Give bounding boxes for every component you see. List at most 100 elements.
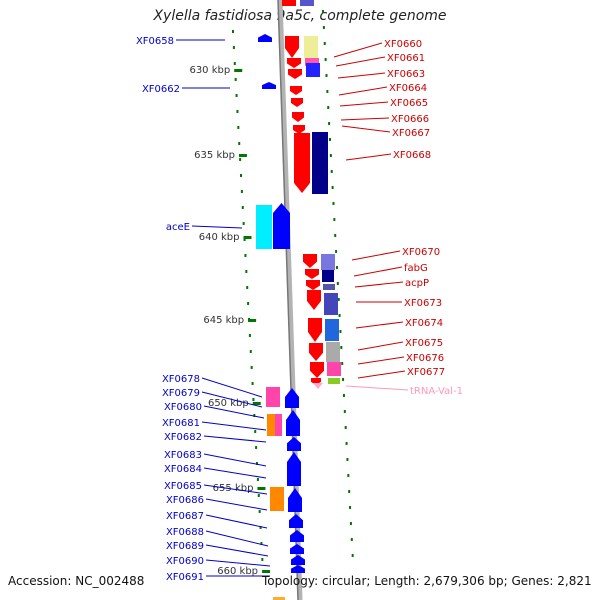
label-leader-line — [345, 153, 392, 161]
label-leader-line — [351, 250, 401, 261]
forward-gene — [292, 112, 304, 122]
left-gene-label: XF0680 — [164, 402, 202, 413]
label-leader-line — [345, 385, 409, 391]
label-leader-line — [205, 530, 269, 547]
domain-box — [270, 487, 284, 511]
guide-dot — [240, 190, 243, 193]
guide-dot — [241, 206, 244, 209]
guide-dot — [341, 362, 344, 365]
reverse-gene — [291, 565, 305, 573]
guide-dot — [254, 430, 257, 433]
left-gene-label: XF0690 — [166, 556, 204, 567]
guide-dot — [336, 282, 339, 285]
guide-dot — [245, 270, 248, 273]
right-gene-label: tRNA-Val-1 — [410, 386, 463, 397]
forward-gene — [293, 125, 305, 134]
right-gene-label: XF0660 — [384, 39, 422, 50]
right-gene-label: XF0674 — [405, 318, 443, 329]
guide-dot — [331, 186, 334, 189]
reverse-gene — [289, 514, 303, 528]
guide-dot — [247, 302, 250, 305]
scale-tick — [243, 236, 252, 239]
label-leader-line — [355, 321, 404, 329]
left-gene-label: XF0679 — [162, 388, 200, 399]
forward-gene — [303, 254, 317, 268]
label-leader-line — [340, 117, 390, 121]
reverse-gene — [262, 82, 276, 89]
label-leader-line — [203, 405, 265, 419]
reverse-gene — [285, 388, 299, 408]
guide-dot — [324, 58, 327, 61]
right-gene-label: XF0668 — [393, 150, 431, 161]
label-leader-line — [201, 391, 263, 408]
guide-dot — [347, 474, 350, 477]
guide-dot — [251, 382, 254, 385]
left-gene-label: XF0662 — [142, 84, 180, 95]
label-leader-line — [203, 467, 267, 479]
left-gene-label: XF0683 — [164, 450, 202, 461]
domain-box — [327, 362, 341, 376]
scale-tick — [262, 570, 271, 573]
guide-dot — [256, 462, 258, 465]
forward-gene — [307, 290, 321, 310]
scale-tick — [248, 319, 257, 322]
guide-dot — [233, 62, 236, 65]
guide-dot — [340, 346, 343, 349]
guide-dot — [349, 506, 352, 509]
forward-gene — [288, 69, 302, 79]
left-gene-label: XF0658 — [136, 36, 174, 47]
label-leader-line — [201, 421, 267, 431]
domain-box — [323, 284, 335, 290]
guide-dot — [246, 286, 249, 289]
guide-dot — [237, 126, 240, 129]
guide-dot — [259, 526, 262, 529]
left-gene-label: aceE — [166, 222, 190, 233]
guide-dot — [334, 234, 337, 237]
label-leader-line — [353, 266, 403, 277]
right-gene-label: XF0664 — [389, 83, 427, 94]
scale-label: 635 kbp — [194, 150, 235, 161]
scale-label: 650 kbp — [208, 398, 249, 409]
left-gene-label: XF0678 — [162, 374, 200, 385]
guide-dot — [349, 522, 352, 525]
label-leader-line — [337, 72, 386, 79]
domain-box — [326, 342, 340, 362]
guide-dot — [335, 266, 338, 269]
label-leader-line — [205, 559, 271, 567]
forward-gene — [309, 343, 323, 361]
guide-dot — [350, 538, 353, 541]
guide-dot — [240, 174, 242, 177]
guide-dot — [332, 202, 335, 205]
guide-dot — [342, 394, 345, 397]
guide-dot — [239, 158, 242, 161]
right-gene-label: XF0673 — [404, 298, 442, 309]
left-gene-label: XF0686 — [166, 495, 204, 506]
forward-gene — [294, 133, 310, 193]
guide-dot — [235, 94, 238, 97]
right-gene-label: XF0675 — [405, 338, 443, 349]
domain-box — [306, 63, 320, 77]
right-gene-label: XF0661 — [387, 53, 425, 64]
map-title: Xylella fastidiosa 9a5c, complete genome — [153, 8, 447, 24]
guide-dot — [345, 442, 348, 445]
scale-tick — [234, 69, 243, 72]
accession-label: Accession: NC_002488 — [8, 574, 145, 588]
right-gene-label: XF0670 — [402, 247, 440, 258]
guide-dot — [238, 142, 241, 145]
guide-dot — [328, 138, 331, 141]
left-gene-label: XF0691 — [166, 572, 204, 583]
label-leader-line — [191, 225, 243, 229]
left-gene-label: XF0682 — [164, 432, 202, 443]
left-gene-label: XF0689 — [166, 541, 204, 552]
guide-dot — [257, 494, 260, 497]
label-leader-line — [335, 56, 386, 67]
domain-box — [328, 378, 340, 384]
guide-dot — [232, 30, 234, 33]
guide-dot — [326, 90, 329, 93]
trna-feature — [313, 383, 323, 389]
guide-dot — [328, 122, 331, 125]
guide-dot — [327, 106, 330, 109]
guide-dot — [236, 110, 239, 113]
gene-block — [300, 0, 314, 6]
